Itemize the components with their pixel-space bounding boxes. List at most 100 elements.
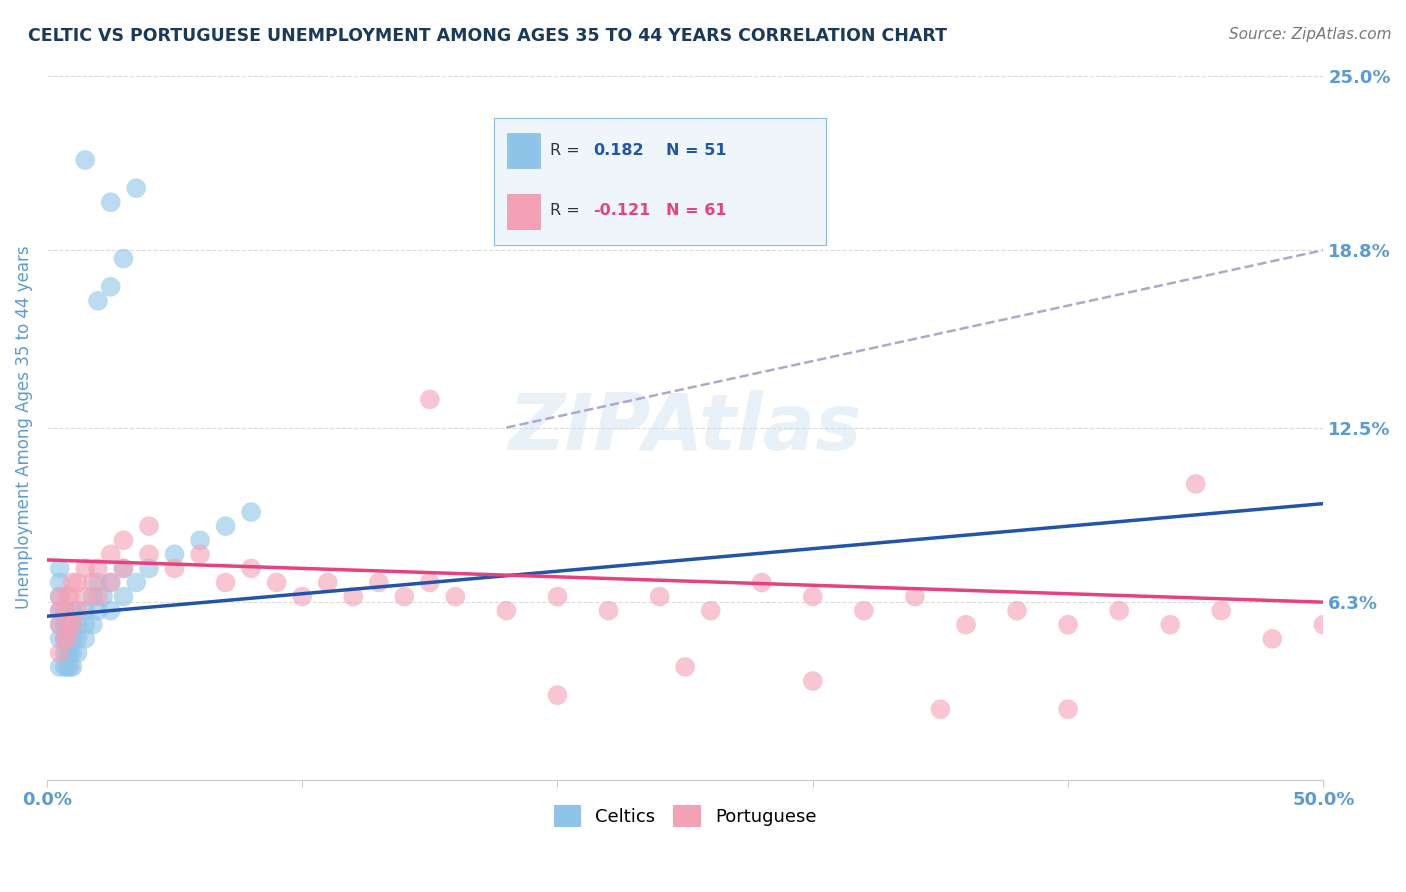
Point — [547, 590, 569, 604]
Point — [1261, 632, 1284, 646]
Point — [53, 604, 76, 618]
Point — [112, 561, 135, 575]
Point — [75, 561, 97, 575]
Point — [82, 575, 104, 590]
Point — [48, 590, 70, 604]
Point — [266, 575, 288, 590]
Point — [62, 575, 84, 590]
Point — [66, 646, 89, 660]
Point — [48, 561, 70, 575]
Point — [56, 590, 79, 604]
Point — [53, 646, 76, 660]
Point — [75, 632, 97, 646]
Point — [53, 617, 76, 632]
Point — [82, 590, 104, 604]
Point — [75, 153, 97, 167]
Point — [100, 547, 122, 561]
Point — [419, 392, 441, 407]
Point — [66, 575, 89, 590]
Point — [87, 561, 110, 575]
Point — [138, 519, 160, 533]
Point — [419, 575, 441, 590]
Point — [82, 617, 104, 632]
Point — [1159, 617, 1181, 632]
Point — [112, 252, 135, 266]
Point — [62, 617, 84, 632]
Point — [75, 617, 97, 632]
Point — [955, 617, 977, 632]
Point — [801, 673, 824, 688]
Point — [62, 646, 84, 660]
Point — [214, 519, 236, 533]
Point — [495, 604, 517, 618]
Point — [163, 547, 186, 561]
Point — [138, 547, 160, 561]
Point — [56, 660, 79, 674]
Point — [100, 279, 122, 293]
Point — [240, 505, 263, 519]
Point — [48, 604, 70, 618]
Point — [53, 604, 76, 618]
Point — [59, 590, 82, 604]
Point — [48, 617, 70, 632]
Point — [112, 533, 135, 548]
Text: CELTIC VS PORTUGUESE UNEMPLOYMENT AMONG AGES 35 TO 44 YEARS CORRELATION CHART: CELTIC VS PORTUGUESE UNEMPLOYMENT AMONG … — [28, 27, 948, 45]
Point — [62, 604, 84, 618]
Point — [66, 604, 89, 618]
Point — [59, 646, 82, 660]
Point — [444, 590, 467, 604]
Point — [852, 604, 875, 618]
Point — [48, 632, 70, 646]
Point — [62, 632, 84, 646]
Point — [48, 617, 70, 632]
Point — [648, 590, 671, 604]
Point — [1108, 604, 1130, 618]
Point — [547, 688, 569, 702]
Point — [188, 547, 211, 561]
Point — [48, 660, 70, 674]
Point — [59, 660, 82, 674]
Point — [125, 575, 148, 590]
Point — [125, 181, 148, 195]
Point — [53, 632, 76, 646]
Point — [56, 646, 79, 660]
Point — [673, 660, 696, 674]
Point — [53, 660, 76, 674]
Point — [1211, 604, 1233, 618]
Point — [112, 590, 135, 604]
Point — [240, 561, 263, 575]
Point — [59, 617, 82, 632]
Point — [1057, 702, 1080, 716]
Point — [53, 632, 76, 646]
Point — [100, 575, 122, 590]
Point — [56, 632, 79, 646]
Point — [801, 590, 824, 604]
Point — [48, 590, 70, 604]
Point — [214, 575, 236, 590]
Point — [1057, 617, 1080, 632]
Point — [62, 617, 84, 632]
Point — [342, 590, 364, 604]
Point — [598, 604, 620, 618]
Point — [56, 617, 79, 632]
Point — [66, 617, 89, 632]
Point — [1184, 476, 1206, 491]
Point — [138, 561, 160, 575]
Point — [112, 561, 135, 575]
Point — [91, 590, 114, 604]
Point — [100, 575, 122, 590]
Point — [66, 632, 89, 646]
Point — [367, 575, 389, 590]
Point — [699, 604, 721, 618]
Point — [163, 561, 186, 575]
Point — [1312, 617, 1334, 632]
Point — [904, 590, 927, 604]
Legend: Celtics, Portuguese: Celtics, Portuguese — [547, 797, 824, 834]
Point — [394, 590, 416, 604]
Point — [87, 293, 110, 308]
Text: Source: ZipAtlas.com: Source: ZipAtlas.com — [1229, 27, 1392, 42]
Point — [87, 604, 110, 618]
Point — [87, 575, 110, 590]
Point — [100, 195, 122, 210]
Point — [188, 533, 211, 548]
